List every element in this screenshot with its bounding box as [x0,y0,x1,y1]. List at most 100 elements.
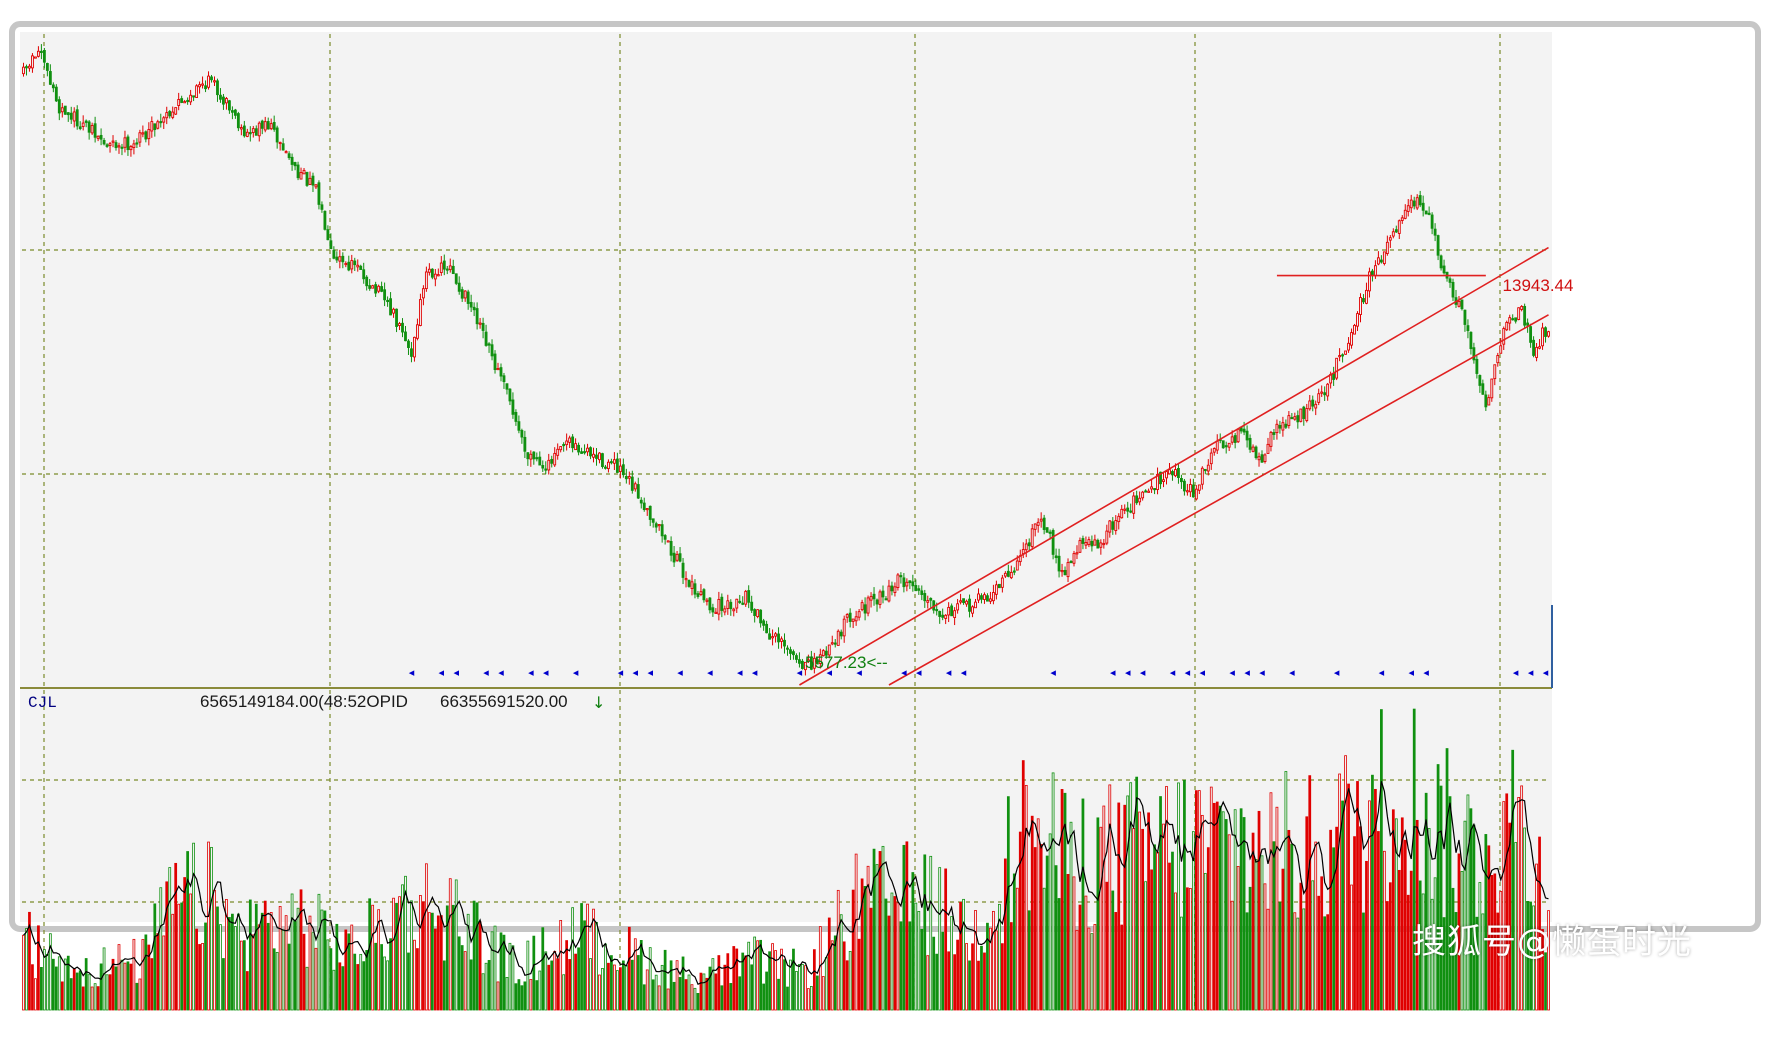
signal-marker: ◂ [409,666,415,679]
candle-body [1532,339,1536,356]
signal-marker: ◂ [797,666,803,679]
volume-bar [821,976,825,1011]
candle-body [1003,572,1007,577]
volume-bar [1377,831,1380,1011]
candle-body [660,524,664,537]
candle-body [589,447,592,457]
signal-markers: ◂ ◂ ◂ ◂ ◂ ◂ ◂ ◂ ◂ ◂ ◂ ◂ ◂ ◂ ◂ ◂ ◂ ◂ ◂ ◂ ◂ ◂ ◂ ◂ ◂ ◂ ◂ ◂ ◂ ◂ ◂ ◂ ◂ ◂ ◂ ◂ ◂ ◂ ◂ ◂ [409,666,1549,679]
volume-bar [1305,816,1309,1011]
signal-marker: ◂ [1244,666,1250,679]
volume-bar [1409,870,1413,1011]
candle-body [1373,265,1377,277]
candle-body [69,112,73,120]
volume-bar [281,929,285,1011]
candle-body [604,466,607,469]
candle-body [630,476,634,491]
volume-bar [893,896,897,1011]
candle-body [732,608,736,612]
candle-body [272,122,276,130]
volume-bar [341,966,345,1011]
candle-body [410,348,413,357]
candle-body [1338,355,1342,358]
candle-body [753,609,757,616]
candle-body [305,171,309,186]
candle-body [31,55,34,69]
candle-body [750,601,754,611]
volume-bar [48,933,52,1011]
candle-body [347,261,351,271]
volume-bar [162,935,166,1011]
candle-body [839,631,843,637]
volume-bar [738,976,742,1011]
volume-bar [827,917,831,1011]
candle-body [792,651,795,656]
volume-bar [935,953,939,1011]
candle-body [612,459,616,464]
candle-body [269,123,273,130]
volume-bar [1302,908,1306,1011]
volume-bar [863,885,867,1011]
volume-bar [108,974,112,1011]
volume-bar [845,960,849,1011]
candle-body [1257,456,1261,461]
candle-body [1514,317,1518,322]
candle-body [842,618,846,637]
candle-body [508,388,512,402]
volume-bar [610,955,613,1011]
volume-bar [809,986,813,1011]
candle-body [1063,569,1067,576]
volume-bar [1138,811,1142,1011]
volume-bar [774,950,777,1011]
signal-marker: ◂ [1185,666,1191,679]
volume-bar [789,959,792,1011]
volume-bar [1165,786,1168,1011]
candle-body [430,268,434,278]
candle-body [738,600,742,603]
candle-body [1185,490,1189,493]
candle-body [284,151,288,154]
candle-body [141,132,145,135]
candle-body [1347,342,1350,351]
volume-bar [917,911,921,1011]
volume-bar [1475,916,1479,1011]
signal-marker: ◂ [439,666,445,679]
signal-marker: ◂ [1170,666,1176,679]
volume-bar [783,959,786,1011]
candle-body [216,80,219,96]
volume-bar [836,889,840,1011]
candle-body [1296,415,1300,423]
candle-body [541,465,545,469]
volume-bar [1051,772,1055,1011]
candle-body [675,553,679,561]
volume-bar [478,921,482,1011]
volume-bar [308,915,312,1011]
volume-bar [189,893,192,1011]
candle-body [1320,391,1324,394]
volume-bar [798,964,801,1011]
candle-body [260,120,264,129]
candle-body [1269,431,1273,447]
volume-bar [574,953,577,1011]
volume-bar [768,951,771,1011]
volume-bar [732,946,736,1011]
volume-bar [386,960,389,1011]
volume-bar [481,973,485,1011]
candle-body [663,535,667,540]
candle-body [994,584,998,595]
volume-bar [1448,796,1452,1011]
volume-bar [678,977,682,1011]
volume-bar [192,842,195,1011]
candle-body [451,265,455,275]
candle-body [720,596,724,611]
volume-bar [1478,882,1482,1011]
candle-body [520,430,524,438]
candle-body [380,286,384,292]
candle-body [1102,542,1106,546]
candle-body [93,123,97,138]
volume-bar [389,938,392,1011]
candle-body [1442,265,1446,274]
volume-bar [347,933,351,1011]
volume-bar [186,851,190,1011]
candle-body [765,623,769,634]
volume-bar [1027,910,1031,1011]
